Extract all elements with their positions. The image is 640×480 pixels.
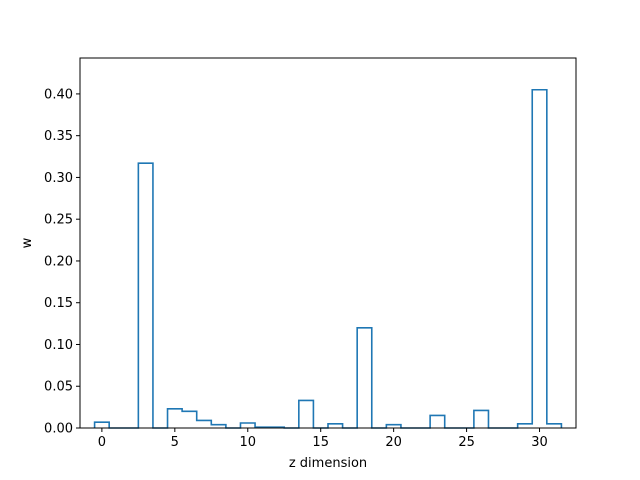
bar-z-30 [532,90,547,428]
bar-z-23 [430,415,445,428]
bar-z-3 [138,163,153,428]
x-tick-label: 20 [385,435,402,450]
bar-z-7 [197,420,212,428]
bar-z-8 [211,425,226,428]
bar-z-6 [182,411,197,428]
x-tick-label: 0 [98,435,106,450]
x-tick-label: 15 [312,435,329,450]
y-tick-label: 0.15 [44,296,73,311]
y-tick-label: 0.35 [44,129,73,144]
x-tick-label: 10 [239,435,256,450]
bar-z-26 [474,410,489,428]
bar-z-0 [95,422,110,428]
y-tick-label: 0.00 [44,422,73,437]
bar-z-20 [386,425,401,428]
y-axis-ticks: 0.00 0.05 0.10 0.15 0.20 0.25 0.30 0.35 0.40 [44,87,80,437]
y-tick-label: 0.25 [44,213,73,228]
bar-z-16 [328,424,343,428]
y-tick-label: 0.30 [44,171,73,186]
y-tick-label: 0.05 [44,380,73,395]
bar-z-18 [357,328,372,428]
plot-frame [79,57,577,429]
bar-z-31 [547,424,562,428]
bar-z-5 [168,409,183,428]
bar-z-10 [240,423,255,428]
plot-area-background [80,58,576,428]
bar-z-29 [518,424,533,428]
y-tick-label: 0.10 [44,338,73,353]
y-tick-label: 0.20 [44,254,73,269]
y-tick-label: 0.40 [44,87,73,102]
bar-z-14 [299,400,314,428]
x-axis-label: z dimension [289,456,367,471]
x-tick-label: 5 [171,435,179,450]
y-axis-label: w [20,237,35,248]
x-axis-ticks: 0 5 10 15 20 25 30 [98,428,548,450]
x-tick-label: 30 [531,435,548,450]
x-tick-label: 25 [458,435,475,450]
